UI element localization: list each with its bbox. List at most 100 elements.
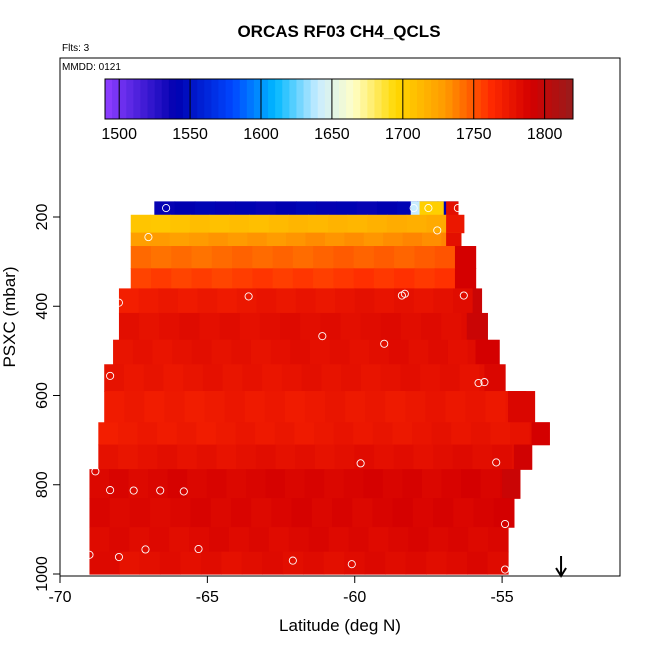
heatmap-cell — [159, 551, 181, 575]
sample-point — [409, 204, 418, 213]
heatmap-cell — [215, 422, 237, 446]
heatmap-cell — [211, 339, 232, 365]
colorbar-swatch — [395, 79, 404, 119]
heatmap-cell — [485, 391, 507, 423]
colorbar-tick-label: 1550 — [172, 126, 208, 143]
heatmap-cell — [426, 214, 447, 234]
sample-point — [347, 560, 356, 569]
colorbar-tick-label: 1650 — [314, 126, 350, 143]
heatmap-cell — [446, 551, 468, 575]
sample-point — [162, 204, 171, 213]
heatmap-cell — [130, 232, 151, 247]
arrow-marker — [555, 556, 567, 578]
heatmap-cell — [364, 551, 386, 575]
heatmap-cell — [124, 391, 145, 423]
colorbar-swatch — [551, 79, 560, 119]
heatmap-cell — [292, 246, 314, 269]
colorbar: 1500 1550 1600 1650 1700 1750 1800 — [101, 78, 574, 143]
heatmap-cell — [139, 551, 161, 575]
colorbar-swatch — [530, 79, 539, 119]
heatmap-cell — [380, 364, 402, 392]
heatmap-cell — [252, 246, 274, 269]
colorbar-swatch — [225, 79, 234, 119]
heatmap-cell — [348, 527, 370, 553]
heatmap-cell — [344, 232, 365, 247]
heatmap-cell — [333, 268, 355, 289]
heatmap-cell — [315, 288, 336, 314]
heatmap-cell — [285, 469, 306, 499]
sample-point — [318, 332, 327, 341]
heatmap-cell — [271, 498, 293, 528]
heatmap-cell — [405, 391, 426, 423]
heatmap-cell — [413, 288, 434, 314]
heatmap-cell — [295, 288, 317, 314]
heatmap-cell — [294, 422, 315, 446]
heatmap-cell — [235, 422, 256, 446]
heatmap-cell — [129, 498, 151, 528]
heatmap-cell — [332, 498, 353, 528]
heatmap-cell — [410, 201, 421, 216]
heatmap-cell — [425, 391, 446, 423]
heatmap-cell — [433, 498, 454, 528]
heatmap-cell — [313, 246, 334, 269]
heatmap-cell — [209, 214, 230, 234]
heatmap-cell — [228, 527, 250, 553]
colorbar-swatch — [367, 79, 375, 119]
heatmap-cell — [421, 312, 442, 341]
colorbar-swatch — [388, 79, 397, 119]
heatmap-cell — [347, 214, 368, 234]
colorbar-swatch — [303, 79, 312, 119]
x-tick-label: -60 — [343, 589, 366, 606]
x-tick-label: -65 — [196, 589, 219, 606]
sample-point — [156, 486, 165, 495]
heatmap-cell — [179, 312, 201, 341]
heatmap-cell — [196, 422, 217, 446]
heatmap-cell — [209, 527, 230, 553]
heatmap-cell — [308, 214, 329, 234]
heatmap-cell — [259, 312, 281, 341]
colorbar-swatch — [253, 79, 262, 119]
heatmap-cell — [431, 422, 452, 446]
heatmap-cell — [262, 364, 283, 392]
heatmap-cell — [412, 422, 433, 446]
heatmap-cell — [385, 391, 406, 423]
heatmap-cell — [385, 551, 407, 575]
heatmap-cell — [388, 527, 409, 553]
heatmap-cell — [345, 391, 366, 423]
colorbar-swatch — [218, 79, 227, 119]
y-tick-label: 200 — [34, 204, 51, 231]
colorbar-swatch — [565, 79, 574, 119]
heatmap-cell — [461, 469, 482, 499]
heatmap-cell — [374, 444, 395, 470]
colorbar-swatch — [133, 79, 141, 119]
heatmap-cell — [452, 444, 474, 470]
colorbar-swatch — [502, 79, 510, 119]
sample-point — [129, 486, 138, 495]
colorbar-swatch — [154, 79, 163, 119]
heatmap-cell — [383, 232, 404, 247]
heatmap-cell — [239, 312, 261, 341]
heatmap-cell — [232, 246, 253, 269]
heatmap-cell — [300, 312, 321, 341]
colorbar-swatch — [473, 79, 482, 119]
heatmap-cell — [333, 422, 354, 446]
colorbar-swatch — [558, 79, 567, 119]
heatmap-cell — [382, 469, 404, 499]
heatmap-cell — [488, 527, 509, 553]
x-tick-label: -55 — [491, 589, 514, 606]
colorbar-swatch — [331, 79, 340, 119]
heatmap-cell — [199, 312, 221, 341]
x-tick-label: -70 — [48, 589, 71, 606]
heatmap-cell — [180, 551, 202, 575]
heatmap-cell — [154, 201, 176, 216]
heatmap-cell — [353, 268, 375, 289]
heatmap-cell — [433, 444, 454, 470]
sample-point — [114, 552, 123, 562]
heatmap-cell — [137, 444, 158, 470]
sample-point — [106, 486, 115, 495]
heatmap-cell — [304, 391, 326, 423]
heatmap-cell — [89, 469, 110, 499]
heatmap-cell — [394, 288, 415, 314]
colorbar-swatch — [381, 79, 390, 119]
heatmap-cell — [268, 527, 290, 553]
